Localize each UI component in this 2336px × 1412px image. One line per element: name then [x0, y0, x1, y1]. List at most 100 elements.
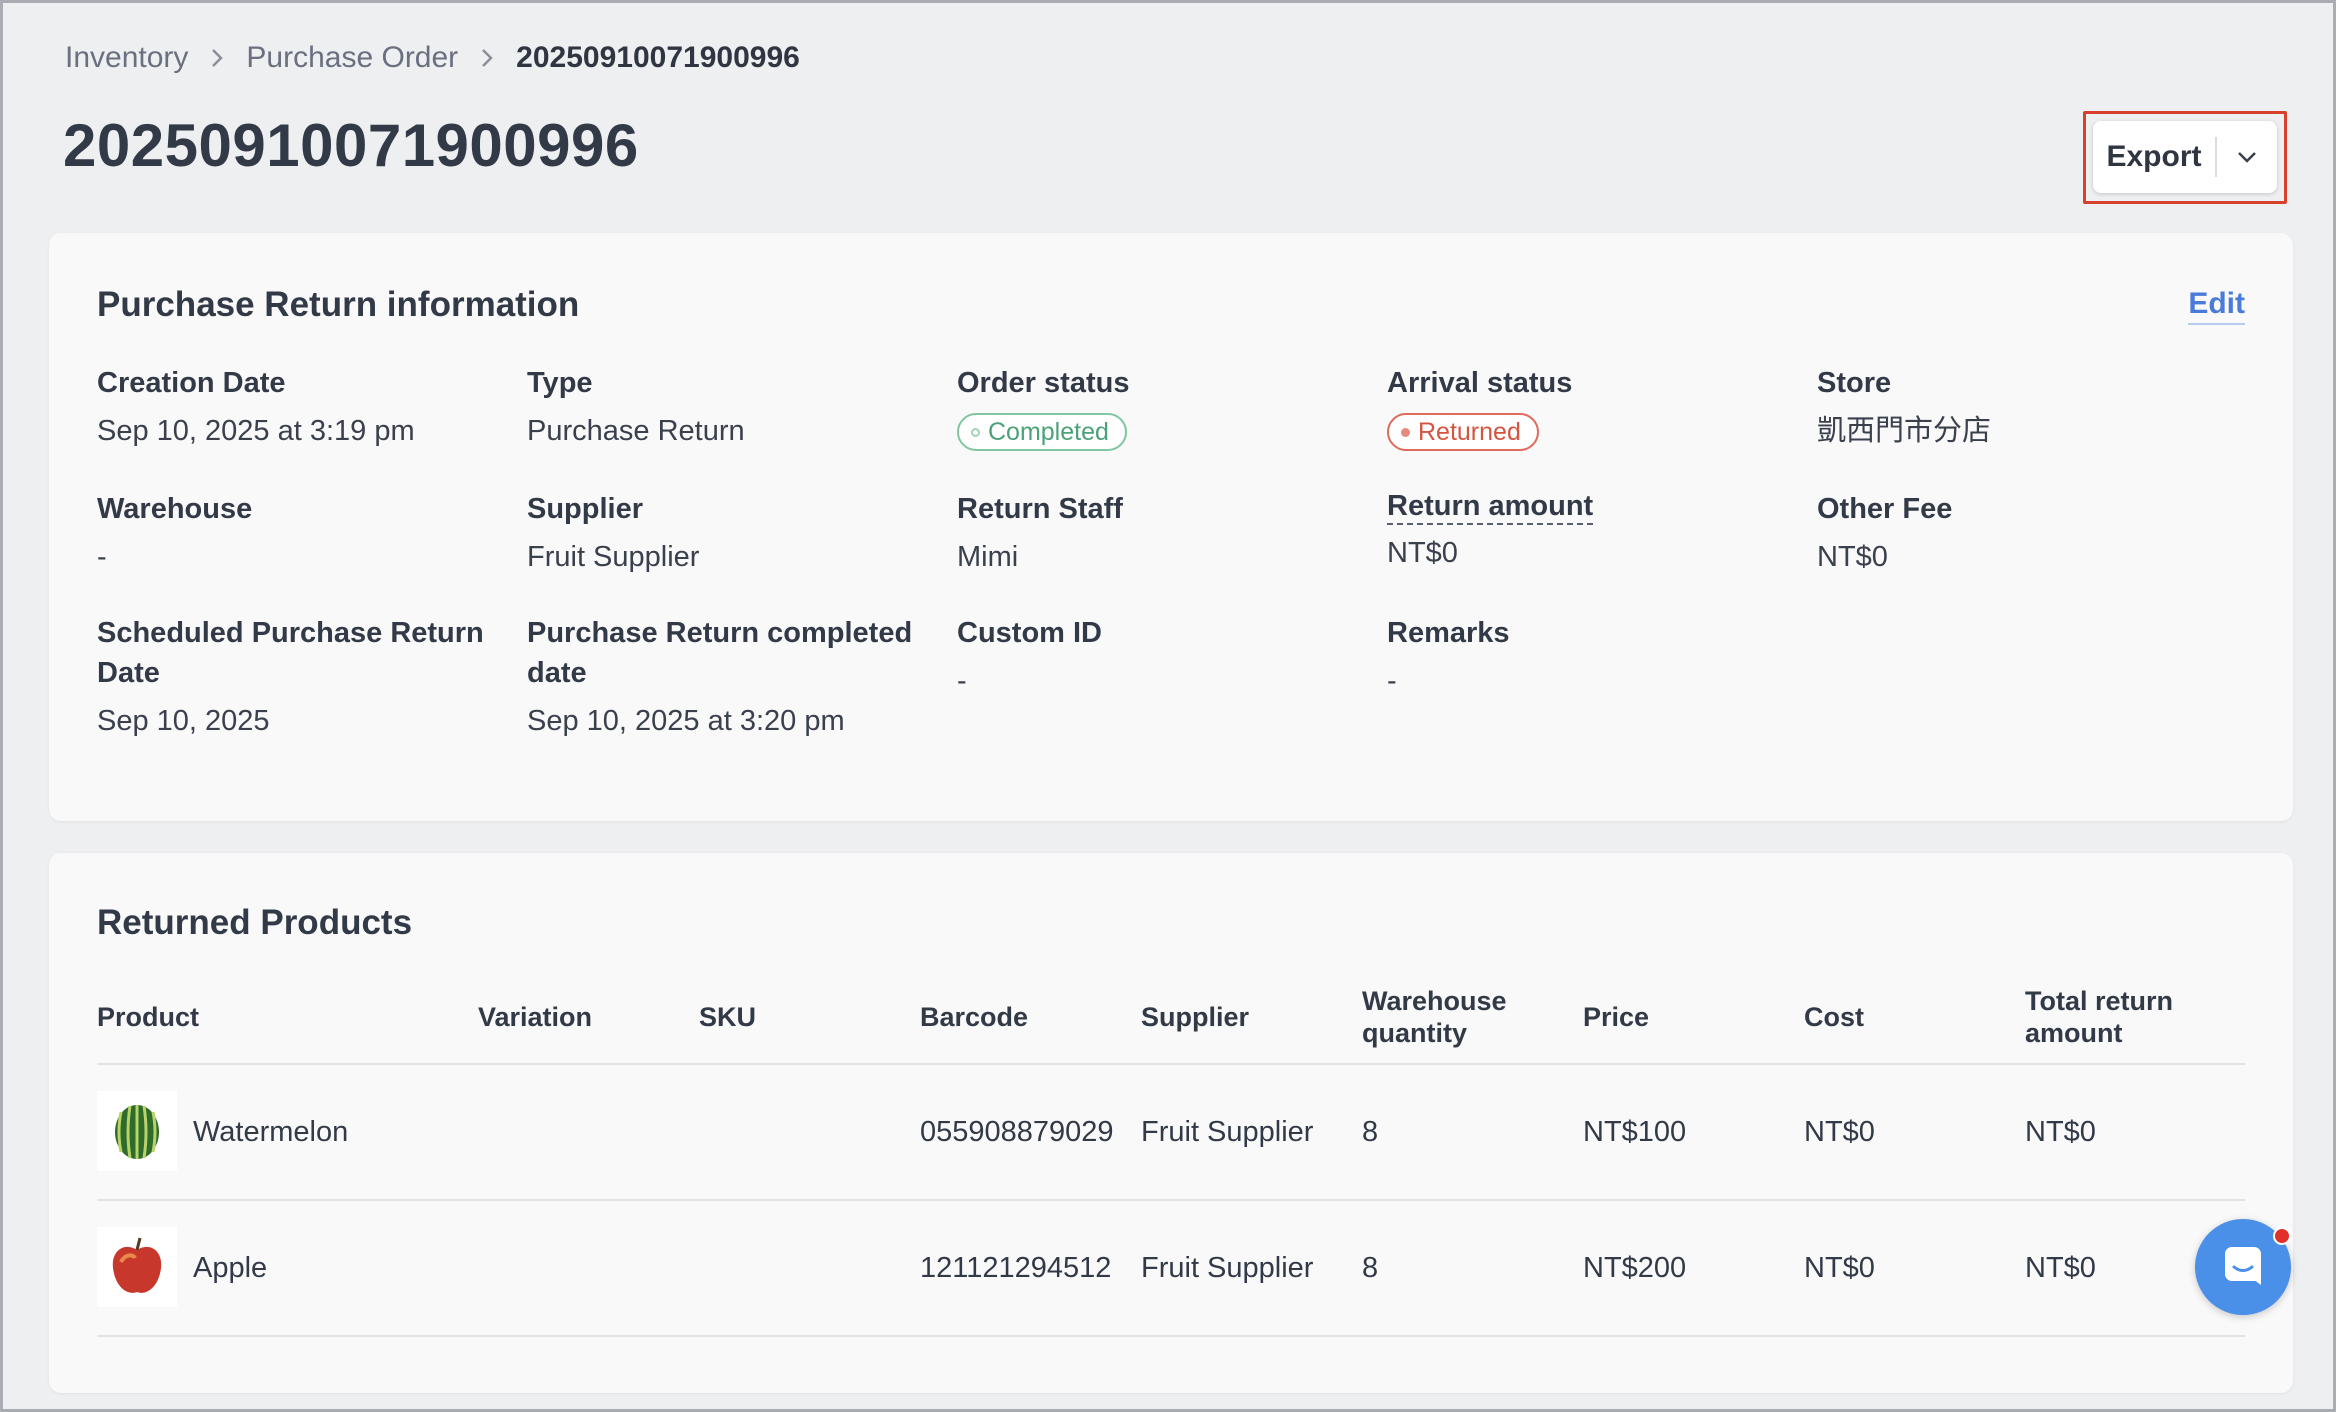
- column-header-line: quantity: [1362, 1018, 1467, 1048]
- export-divider: [2215, 137, 2217, 177]
- column-header-cost: Cost: [1804, 1002, 1864, 1032]
- supplier-cell: Fruit Supplier: [1141, 1251, 1314, 1284]
- status-badge-label: Returned: [1418, 417, 1521, 446]
- field-value: Fruit Supplier: [527, 541, 700, 573]
- field-label: Purchase Return completed: [527, 617, 913, 649]
- cost-cell: NT$0: [1804, 1115, 1875, 1148]
- field-supplier: Supplier Fruit Supplier: [527, 489, 927, 577]
- total-cell: NT$0: [2025, 1115, 2096, 1148]
- table-row[interactable]: Watermelon 055908879029 Fruit Supplier 8…: [97, 1065, 2245, 1201]
- barcode-cell: 055908879029: [920, 1115, 1114, 1148]
- product-name[interactable]: Apple: [193, 1251, 268, 1284]
- breadcrumb: Inventory Purchase Order 202509100719009…: [65, 41, 800, 75]
- supplier-cell: Fruit Supplier: [1141, 1115, 1314, 1148]
- field-label: Order status: [957, 367, 1130, 399]
- field-value: Sep 10, 2025 at 3:20 pm: [527, 705, 845, 737]
- field-custom-id: Custom ID -: [957, 613, 1357, 701]
- field-label: Scheduled Purchase Return: [97, 617, 484, 649]
- barcode-cell: 121121294512: [920, 1251, 1112, 1284]
- field-value: Sep 10, 2025: [97, 705, 270, 737]
- field-value: -: [97, 541, 107, 573]
- export-button[interactable]: Export: [2093, 121, 2277, 193]
- column-header-line: amount: [2025, 1018, 2123, 1048]
- field-label: Creation Date: [97, 367, 286, 399]
- apple-image: [97, 1227, 177, 1307]
- watermelon-image: [97, 1091, 177, 1171]
- product-name[interactable]: Watermelon: [193, 1115, 349, 1148]
- return-amount-tooltip-label[interactable]: Return amount: [1387, 489, 1594, 525]
- chevron-right-icon: [210, 47, 224, 69]
- field-value: Purchase Return: [527, 415, 745, 447]
- field-label: Store: [1817, 367, 1892, 399]
- field-label: Return Staff: [957, 493, 1123, 525]
- field-value: Mimi: [957, 541, 1019, 573]
- export-label[interactable]: Export: [2106, 140, 2202, 173]
- column-header-warehouse-quantity: Warehouse quantity: [1362, 969, 1507, 1065]
- field-label: Arrival status: [1387, 367, 1573, 399]
- chat-icon: [2221, 1243, 2265, 1292]
- notification-dot: [2273, 1227, 2291, 1245]
- column-header-product: Product: [97, 1002, 200, 1032]
- info-card-title: Purchase Return information: [97, 285, 580, 324]
- status-dot: [1401, 427, 1410, 437]
- chevron-down-icon[interactable]: [2217, 150, 2277, 164]
- status-badge-completed: Completed: [957, 413, 1127, 451]
- warehouse-quantity-cell: 8: [1362, 1115, 1379, 1148]
- field-label: Type: [527, 367, 593, 399]
- price-cell: NT$100: [1583, 1115, 1687, 1148]
- breadcrumb-current: 20250910071900996: [516, 41, 800, 74]
- column-header-barcode: Barcode: [920, 1002, 1029, 1032]
- column-header-supplier: Supplier: [1141, 1002, 1250, 1032]
- field-label-line2: date: [527, 657, 587, 689]
- table-row[interactable]: Apple 121121294512 Fruit Supplier 8 NT$2…: [97, 1201, 2245, 1337]
- chevron-right-icon: [480, 47, 494, 69]
- column-header-sku: SKU: [699, 1002, 757, 1032]
- field-label: Warehouse: [97, 493, 253, 525]
- field-return-staff: Return Staff Mimi: [957, 489, 1357, 577]
- status-dot: [971, 427, 980, 437]
- column-header-line: Total return: [2025, 986, 2173, 1016]
- field-label: Custom ID: [957, 617, 1102, 649]
- field-warehouse: Warehouse -: [97, 489, 497, 577]
- purchase-return-info-card: Purchase Return information Edit Creatio…: [49, 233, 2293, 821]
- field-return-amount: Return amount NT$0: [1387, 489, 1787, 573]
- field-label: Other Fee: [1817, 493, 1953, 525]
- warehouse-quantity-cell: 8: [1362, 1251, 1379, 1284]
- returned-products-card: Returned Products Product Variation SKU …: [49, 853, 2293, 1393]
- cost-cell: NT$0: [1804, 1251, 1875, 1284]
- column-header-total-return-amount: Total return amount: [2025, 969, 2173, 1065]
- column-header-line: Warehouse: [1362, 986, 1507, 1016]
- export-highlight: [2083, 111, 2287, 204]
- breadcrumb-purchase-order[interactable]: Purchase Order: [246, 41, 459, 74]
- field-remarks: Remarks -: [1387, 613, 1787, 701]
- field-arrival-status: Arrival status Returned: [1387, 363, 1787, 451]
- total-cell: NT$0: [2025, 1251, 2096, 1284]
- breadcrumb-inventory[interactable]: Inventory: [65, 41, 189, 74]
- column-header-price: Price: [1583, 1002, 1650, 1032]
- field-value: -: [1387, 665, 1397, 697]
- field-value: 凱西門市分店: [1817, 415, 1992, 447]
- field-value: NT$0: [1387, 537, 1458, 569]
- field-label-line2: Date: [97, 657, 160, 689]
- column-header-variation: Variation: [478, 1002, 593, 1032]
- edit-link[interactable]: Edit: [2188, 287, 2245, 325]
- price-cell: NT$200: [1583, 1251, 1687, 1284]
- field-creation-date: Creation Date Sep 10, 2025 at 3:19 pm: [97, 363, 497, 451]
- status-badge-returned: Returned: [1387, 413, 1539, 451]
- field-type: Type Purchase Return: [527, 363, 927, 451]
- field-order-status: Order status Completed: [957, 363, 1357, 451]
- field-value: NT$0: [1817, 541, 1888, 573]
- field-scheduled-return-date: Scheduled Purchase Return Date Sep 10, 2…: [97, 613, 497, 741]
- field-label: Supplier: [527, 493, 644, 525]
- field-return-completed-date: Purchase Return completed date Sep 10, 2…: [527, 613, 927, 741]
- field-value: Sep 10, 2025 at 3:19 pm: [97, 415, 415, 447]
- field-store: Store 凱西門市分店: [1817, 363, 2217, 451]
- field-label: Remarks: [1387, 617, 1510, 649]
- field-other-fee: Other Fee NT$0: [1817, 489, 2217, 577]
- products-card-title: Returned Products: [97, 903, 413, 942]
- status-badge-label: Completed: [988, 417, 1109, 446]
- page-title: 20250910071900996: [63, 112, 639, 179]
- table-header: Product Variation SKU Barcode Supplier W…: [97, 969, 2245, 1065]
- field-value: -: [957, 665, 967, 697]
